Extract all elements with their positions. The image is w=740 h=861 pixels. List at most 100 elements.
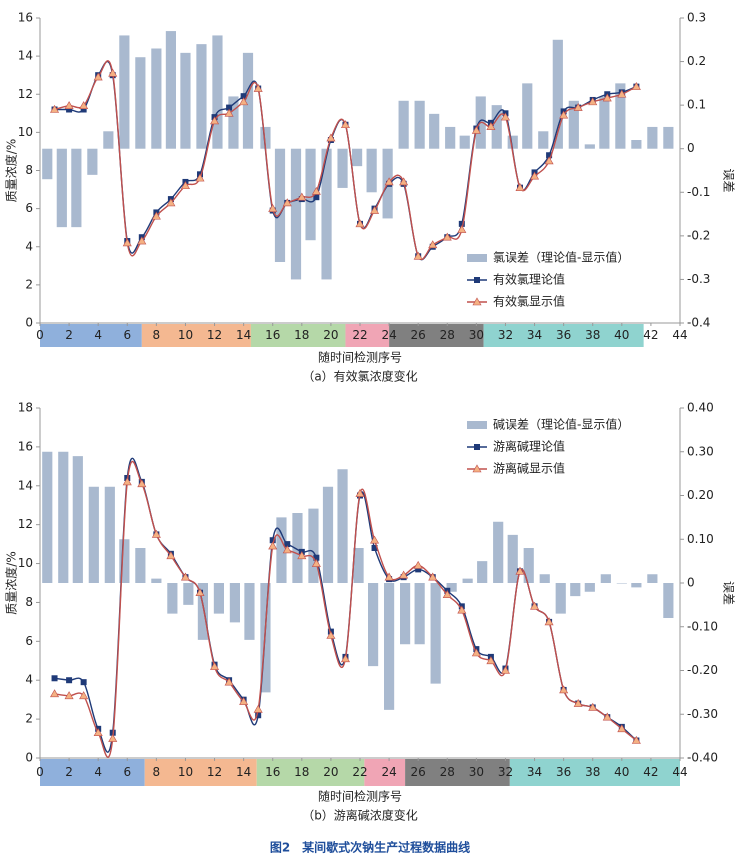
group-band [250, 324, 346, 347]
error-bar [507, 534, 518, 583]
error-bar [631, 583, 642, 588]
y2-tick-label: 0 [687, 576, 695, 590]
marker [166, 551, 176, 560]
x-tick-label: 32 [498, 328, 513, 342]
error-bar [445, 126, 456, 149]
marker [573, 698, 583, 707]
group-band [141, 324, 251, 347]
group-band [364, 759, 406, 786]
error-bar [538, 131, 549, 149]
x-tick-label: 2 [65, 765, 73, 779]
error-bar [555, 583, 566, 614]
marker [415, 566, 422, 573]
marker [544, 156, 554, 165]
legend-label: 氯误差（理论值-显示值） [493, 250, 629, 265]
marker [224, 108, 234, 117]
marker [530, 601, 540, 610]
marker [50, 689, 60, 698]
y2-tick-label: 0.2 [687, 54, 706, 68]
marker [370, 205, 380, 214]
x-tick-label: 26 [411, 765, 426, 779]
marker [472, 464, 482, 473]
marker [51, 675, 58, 682]
marker [282, 198, 292, 207]
marker [93, 728, 103, 737]
marker [413, 251, 423, 260]
marker [370, 535, 380, 544]
marker [224, 677, 234, 686]
x-tick-label: 22 [352, 765, 367, 779]
error-bar [462, 578, 473, 583]
error-bar [522, 83, 533, 149]
y-tick-label: 16 [18, 11, 33, 25]
error-bar [663, 126, 674, 149]
x-tick-label: 28 [440, 765, 455, 779]
error-bar [290, 148, 302, 280]
marker [137, 479, 147, 488]
x-tick-label: 8 [153, 765, 161, 779]
error-bar [337, 469, 348, 583]
legend-label: 有效氯显示值 [493, 294, 565, 309]
marker [66, 106, 73, 113]
error-bar [42, 148, 53, 180]
error-bar [244, 583, 255, 640]
y2-tick-label: -0.30 [687, 707, 718, 721]
marker [471, 648, 481, 657]
error-bar [429, 113, 440, 149]
group-band [40, 759, 145, 786]
error-bar [366, 148, 377, 193]
marker [413, 560, 423, 569]
marker [340, 120, 350, 129]
marker [311, 186, 321, 195]
marker [500, 665, 510, 674]
error-bar [322, 486, 334, 583]
x-tick-label: 16 [265, 328, 280, 342]
legend-label: 有效氯理论值 [493, 272, 565, 287]
y-tick-label: 18 [18, 401, 33, 415]
y2-tick-label: -0.10 [687, 619, 718, 633]
error-bar [599, 96, 610, 149]
marker [530, 171, 540, 180]
x-tick-label: 36 [556, 765, 571, 779]
x-tick-label: 4 [94, 765, 102, 779]
marker [500, 112, 510, 121]
x-tick-label: 30 [469, 328, 484, 342]
marker [340, 654, 350, 663]
marker [80, 106, 87, 113]
y2-tick-label: 0 [687, 141, 695, 155]
marker [428, 572, 438, 581]
x-tick-label: 2 [65, 328, 73, 342]
error-bar [507, 135, 518, 149]
marker [486, 656, 496, 665]
marker [239, 97, 249, 106]
marker [602, 712, 612, 721]
y-axis-label: 质量浓度/% [4, 139, 19, 202]
error-bar [539, 574, 550, 583]
marker [515, 183, 525, 191]
marker [79, 101, 89, 109]
error-bar [212, 35, 223, 149]
error-bar [274, 148, 286, 262]
y-tick-label: 12 [18, 517, 33, 531]
x-tick-label: 42 [643, 765, 658, 779]
legend-label: 碱误差（理论值-显示值） [493, 417, 629, 432]
legend-label: 游离碱显示值 [493, 461, 565, 476]
marker [66, 677, 73, 684]
marker [602, 93, 612, 102]
marker [284, 541, 291, 548]
group-band [483, 324, 644, 347]
error-bar [584, 144, 595, 149]
marker [588, 702, 598, 711]
error-bar [337, 148, 348, 188]
error-bar [552, 39, 563, 149]
marker [269, 537, 276, 544]
x-tick-label: 12 [207, 328, 222, 342]
y2-axis-label: 误差 [722, 581, 736, 605]
error-bar [292, 513, 303, 583]
y-tick-label: 12 [18, 87, 33, 101]
x-tick-label: 14 [236, 765, 251, 779]
error-bar [229, 583, 240, 623]
marker [137, 236, 147, 245]
x-tick-label: 44 [672, 765, 687, 779]
x-tick-label: 38 [585, 765, 600, 779]
